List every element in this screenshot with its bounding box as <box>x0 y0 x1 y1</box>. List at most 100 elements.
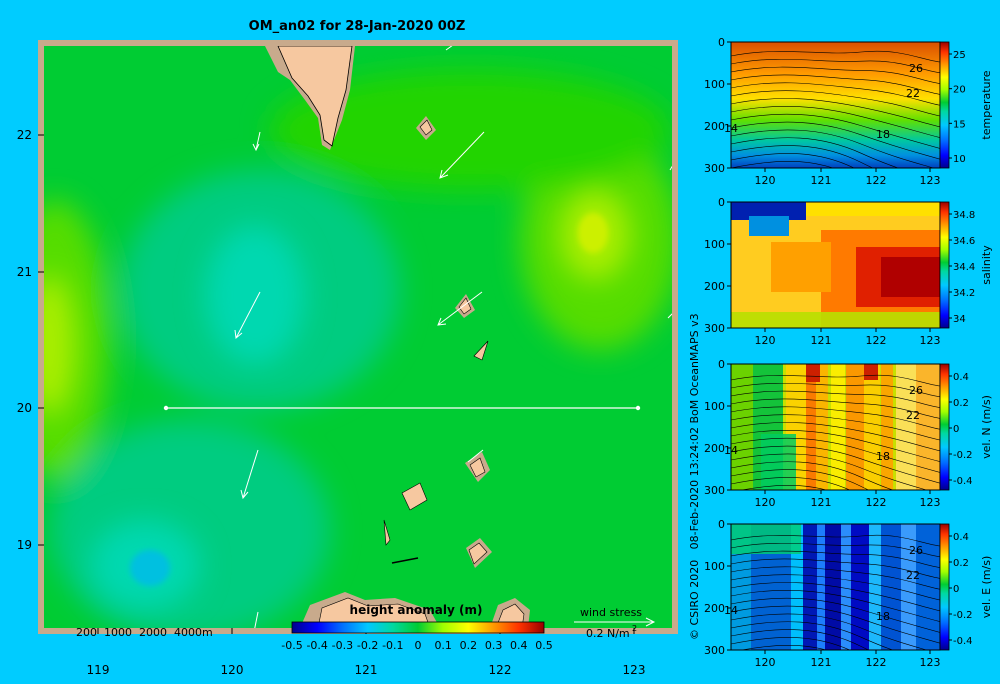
coastline <box>265 46 530 628</box>
panel-x-tick: 122 <box>866 174 887 187</box>
panel-y-tick: 200 <box>704 120 725 133</box>
contour-label: 18 <box>876 450 890 463</box>
section-field <box>731 524 940 650</box>
panel-colorbar-tick: -0.4 <box>953 636 973 647</box>
wind-stress-scale: 0.2 N/m <box>586 627 630 640</box>
map-y-tick: 19 <box>17 538 32 552</box>
section-field <box>731 364 940 490</box>
panel-y-tick: 100 <box>704 238 725 251</box>
panel-x-tick: 120 <box>755 174 776 187</box>
panel-colorbar: 25 20 15 10 temperature <box>939 41 993 169</box>
panel-colorbar-tick: 34.8 <box>953 210 975 221</box>
panel-y-tick: 200 <box>704 280 725 293</box>
panel-x-tick: 122 <box>866 656 887 669</box>
panel-y-tick: 200 <box>704 602 725 615</box>
panel-x-tick: 123 <box>920 496 941 509</box>
panel-x-tick: 121 <box>811 496 832 509</box>
panel-y-tick: 0 <box>718 196 725 209</box>
colorbar-tick-label: 0.3 <box>485 639 503 652</box>
panel-variable-label: temperature <box>980 70 993 139</box>
panel-y-tick: 100 <box>704 400 725 413</box>
wind-stress-arrow <box>574 617 656 627</box>
map-x-tick: 123 <box>623 663 646 677</box>
panel-x-tick: 123 <box>920 334 941 347</box>
panel-y-tick: 200 <box>704 442 725 455</box>
wind-stress-vectors <box>234 46 672 628</box>
contour-label: 18 <box>876 610 890 623</box>
panel-colorbar-tick: 0.4 <box>953 372 969 383</box>
section-field <box>731 202 940 328</box>
map-y-tick: 21 <box>17 265 32 279</box>
panel-x-tick: 123 <box>920 656 941 669</box>
panel-y-tick: 300 <box>704 644 725 657</box>
map-y-tick: 22 <box>17 128 32 142</box>
panel-colorbar-tick: -0.4 <box>953 476 973 487</box>
panel-colorbar-tick: 34 <box>953 314 966 325</box>
panel-colorbar-tick: 0.2 <box>953 398 969 409</box>
contour-label: 26 <box>909 544 923 557</box>
panel-x-tick: 120 <box>755 334 776 347</box>
panel-colorbar-tick: -0.2 <box>953 610 973 621</box>
map-y-axis: 22 21 20 19 <box>17 128 44 552</box>
panel-x-tick: 121 <box>811 174 832 187</box>
panel-colorbar-tick: 20 <box>953 85 966 96</box>
panel-y-tick: 300 <box>704 484 725 497</box>
colorbar-tick-label: 0.2 <box>460 639 478 652</box>
colorbar-tick-label: 0.1 <box>434 639 452 652</box>
panel-x-tick: 120 <box>755 496 776 509</box>
contour-label: 22 <box>906 409 920 422</box>
contour-label: 22 <box>906 87 920 100</box>
colorbar-tick-label: 0.4 <box>510 639 528 652</box>
map-x-tick: 122 <box>489 663 512 677</box>
map-x-tick: 120 <box>221 663 244 677</box>
panel-colorbar-tick: 34.6 <box>953 236 975 247</box>
panel-x-tick: 122 <box>866 334 887 347</box>
panel-colorbar: 34.8 34.6 34.4 34.2 34 salinity <box>939 201 993 329</box>
panel-colorbar-tick: 34.2 <box>953 288 975 299</box>
panel-y-tick: 100 <box>704 560 725 573</box>
panel-variable-label: vel. E (m/s) <box>980 556 993 619</box>
panel-colorbar: 0.4 0.2 0 -0.2 -0.4 vel. N (m/s) <box>939 363 993 491</box>
panel-colorbar-tick: 15 <box>953 119 966 130</box>
colorbar-title: height anomaly (m) <box>350 603 483 617</box>
map-x-axis: 119 120 121 122 123 <box>87 628 646 677</box>
panel-y-tick: 300 <box>704 322 725 335</box>
colorbar-tick-label: 0.5 <box>535 639 553 652</box>
panel-y-tick: 0 <box>718 36 725 49</box>
map-x-tick: 119 <box>87 663 110 677</box>
colorbar-tick-label: -0.4 <box>306 639 327 652</box>
panel-variable-label: vel. N (m/s) <box>980 395 993 459</box>
wind-stress-title: wind stress <box>580 606 642 619</box>
contour-label: 22 <box>906 569 920 582</box>
panel-colorbar: 0.4 0.2 0 -0.2 -0.4 vel. E (m/s) <box>939 523 993 651</box>
height-anomaly-field <box>44 46 672 628</box>
colorbar-tick-label: 0 <box>415 639 422 652</box>
height-anomaly-colorbar: height anomaly (m) -0.5 -0.4 -0.3 -0.2 -0.1 0… <box>281 603 552 652</box>
map-x-tick: 121 <box>355 663 378 677</box>
credit-text: © CSIRO 2020 08-Feb-2020 13:24:02 BoM Oc… <box>688 313 701 640</box>
contour-label: 18 <box>876 128 890 141</box>
panel-colorbar-tick: 0.2 <box>953 558 969 569</box>
panel-x-tick: 120 <box>755 656 776 669</box>
panel-y-tick: 0 <box>718 518 725 531</box>
panel-colorbar-tick: 10 <box>953 154 966 165</box>
panel-x-tick: 122 <box>866 496 887 509</box>
map-title: OM_an02 for 28-Jan-2020 00Z <box>249 19 466 34</box>
panel-colorbar-tick: 0.4 <box>953 532 969 543</box>
panel-colorbar-tick: -0.2 <box>953 450 973 461</box>
panel-variable-label: salinity <box>980 245 993 285</box>
wind-stress-exponent: 2 <box>632 624 637 633</box>
panel-colorbar-tick: 0 <box>953 424 959 435</box>
contour-label: 26 <box>909 384 923 397</box>
panel-y-tick: 300 <box>704 162 725 175</box>
wind-stress-key: wind stress 0.2 N/m 2 <box>574 606 656 640</box>
colorbar-tick-label: -0.2 <box>357 639 378 652</box>
map-y-tick: 20 <box>17 401 32 415</box>
panel-x-tick: 121 <box>811 656 832 669</box>
panel-x-tick: 121 <box>811 334 832 347</box>
